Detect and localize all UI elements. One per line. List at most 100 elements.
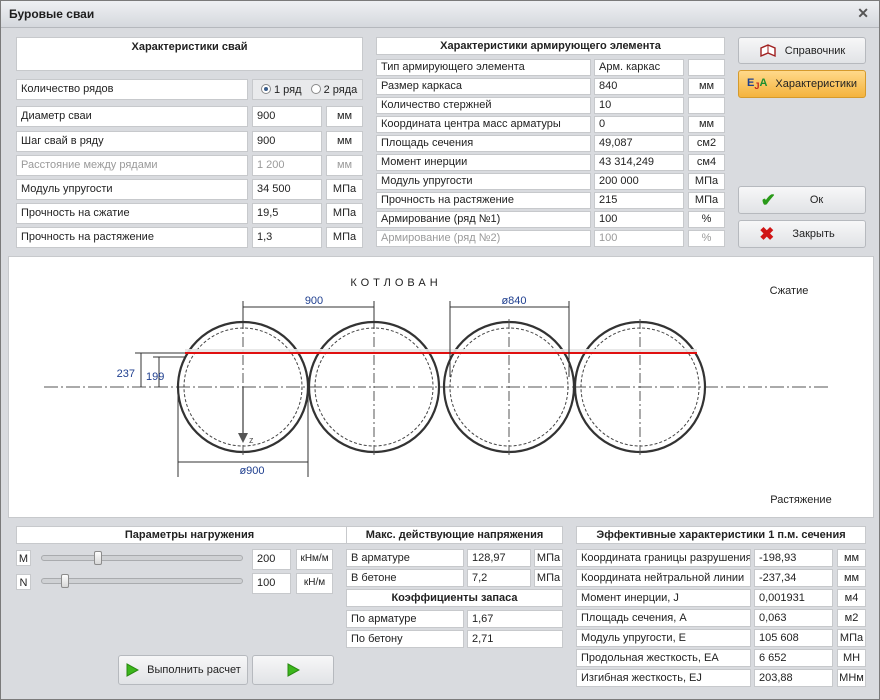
m-input[interactable]: 200 <box>252 549 291 570</box>
effective-row-unit: мм <box>837 569 866 587</box>
dim-cage-text: ø840 <box>501 295 526 307</box>
reinf-row-value[interactable]: 840 <box>594 78 684 95</box>
reinf-row-unit: см2 <box>688 135 725 152</box>
diameter-unit: мм <box>326 106 363 127</box>
close-button[interactable]: ✖ Закрыть <box>738 220 866 248</box>
reinf-row-label: Координата центра масс арматуры <box>376 116 591 133</box>
stress-row-label: В бетоне <box>346 569 464 587</box>
checkmark-icon: ✔ <box>760 189 776 210</box>
radio-1-row[interactable]: 1 ряд <box>261 84 302 96</box>
radio-2-rows[interactable]: 2 ряда <box>310 84 357 96</box>
z-label: z <box>249 435 254 445</box>
drawing-svg: КОТЛОВАН Сжатие Растяжение <box>44 277 832 506</box>
book-icon <box>760 43 776 57</box>
effective-header: Эффективные характеристики 1 п.м. сечени… <box>576 526 866 544</box>
n-label: N <box>16 574 31 590</box>
effective-row-value: 0,001931 <box>754 589 833 607</box>
effective-row-label: Модуль упругости, E <box>576 629 751 647</box>
characteristics-button[interactable]: EJA Характеристики <box>738 70 866 98</box>
effective-row-unit: м4 <box>837 589 866 607</box>
reinf-row-value[interactable]: 49,087 <box>594 135 684 152</box>
reinf-row-label: Размер каркаса <box>376 78 591 95</box>
loads-header: Параметры нагружения <box>16 526 363 544</box>
reinf-row-value[interactable]: 200 000 <box>594 173 684 190</box>
effective-row-label: Координата границы разрушения <box>576 549 751 567</box>
reinf-row-value[interactable]: 215 <box>594 192 684 209</box>
reinf-row-unit <box>688 59 725 76</box>
tension-label: Растяжение <box>770 494 831 506</box>
compr-input[interactable]: 19,5 <box>252 203 322 224</box>
dim-pile-text: ø900 <box>239 465 264 477</box>
step-input[interactable]: 900 <box>252 131 322 152</box>
effective-row-value: 0,063 <box>754 609 833 627</box>
rowdist-unit: мм <box>326 155 363 176</box>
modulus-input[interactable]: 34 500 <box>252 179 322 200</box>
reinf-row-label: Количество стержней <box>376 97 591 114</box>
reinf-row-label: Армирование (ряд №2) <box>376 230 591 247</box>
n-input[interactable]: 100 <box>252 573 291 594</box>
reinf-row-value[interactable]: Арм. каркас <box>594 59 684 76</box>
reinf-row-unit: % <box>688 230 725 247</box>
close-window-icon[interactable]: ✕ <box>857 5 869 21</box>
stress-row-value: 7,2 <box>467 569 531 587</box>
pile-4 <box>573 319 707 455</box>
characteristics-label: Характеристики <box>775 78 857 90</box>
reinf-row-label: Прочность на растяжение <box>376 192 591 209</box>
step-run-button[interactable] <box>252 655 334 685</box>
stress-row-unit: МПа <box>534 549 563 567</box>
effective-row-unit: МНм <box>837 669 866 687</box>
tens-input[interactable]: 1,3 <box>252 227 322 248</box>
effective-row-value: 203,88 <box>754 669 833 687</box>
effective-row-label: Момент инерции, J <box>576 589 751 607</box>
effective-row-value: 105 608 <box>754 629 833 647</box>
n-slider[interactable] <box>41 578 243 584</box>
reinf-row-label: Армирование (ряд №1) <box>376 211 591 228</box>
compr-label: Прочность на сжатие <box>16 203 248 224</box>
m-unit: кНм/м <box>296 549 333 570</box>
reinf-row-unit: мм <box>688 116 725 133</box>
effective-row-value: 6 652 <box>754 649 833 667</box>
reference-label: Справочник <box>784 44 846 57</box>
reference-button[interactable]: Справочник <box>738 37 866 64</box>
modulus-unit: МПа <box>326 179 363 200</box>
dim-step-text: 900 <box>305 295 323 307</box>
tens-label: Прочность на растяжение <box>16 227 248 248</box>
effective-row-unit: МН <box>837 649 866 667</box>
radio-1-label: 1 ряд <box>274 84 302 96</box>
safety-row-label: По арматуре <box>346 610 464 628</box>
n-slider-thumb[interactable] <box>61 574 70 588</box>
safety-row-value: 1,67 <box>467 610 563 628</box>
reinf-row-value[interactable]: 100 <box>594 211 684 228</box>
piles-header: Характеристики свай <box>16 37 363 71</box>
radio-off-icon <box>310 84 321 94</box>
run-button[interactable]: Выполнить расчет <box>118 655 248 685</box>
reinf-row-value[interactable]: 10 <box>594 97 684 114</box>
reinf-header: Характеристики армирующего элемента <box>376 37 725 55</box>
n-unit: кН/м <box>296 573 333 594</box>
reinf-row-value: 100 <box>594 230 684 247</box>
diameter-input[interactable]: 900 <box>252 106 322 127</box>
m-slider[interactable] <box>41 555 243 561</box>
reinf-row-unit: мм <box>688 78 725 95</box>
window-title: Буровые сваи <box>9 7 95 21</box>
reinf-row-value[interactable]: 0 <box>594 116 684 133</box>
rows-radio-group: 1 ряд 2 ряда <box>252 79 363 100</box>
m-slider-thumb[interactable] <box>93 551 102 565</box>
ok-button[interactable]: ✔ Ок <box>738 186 866 214</box>
radio-on-icon <box>261 84 271 94</box>
safety-row-value: 2,71 <box>467 630 563 648</box>
dim-199-text: 199 <box>146 371 164 383</box>
effective-row-label: Координата нейтральной линии <box>576 569 751 587</box>
run-label: Выполнить расчет <box>147 664 241 676</box>
play-icon <box>126 663 140 677</box>
effective-row-label: Продольная жесткость, EA <box>576 649 751 667</box>
z-arrowhead-icon <box>238 433 248 443</box>
play-icon <box>287 663 300 677</box>
cross-icon: ✖ <box>759 223 775 244</box>
title-bar: Буровые сваи ✕ <box>1 1 879 28</box>
effective-row-value: -237,34 <box>754 569 833 587</box>
reinf-row-unit: см4 <box>688 154 725 171</box>
reinf-row-value[interactable]: 43 314,249 <box>594 154 684 171</box>
rows-count-label: Количество рядов <box>16 79 248 100</box>
